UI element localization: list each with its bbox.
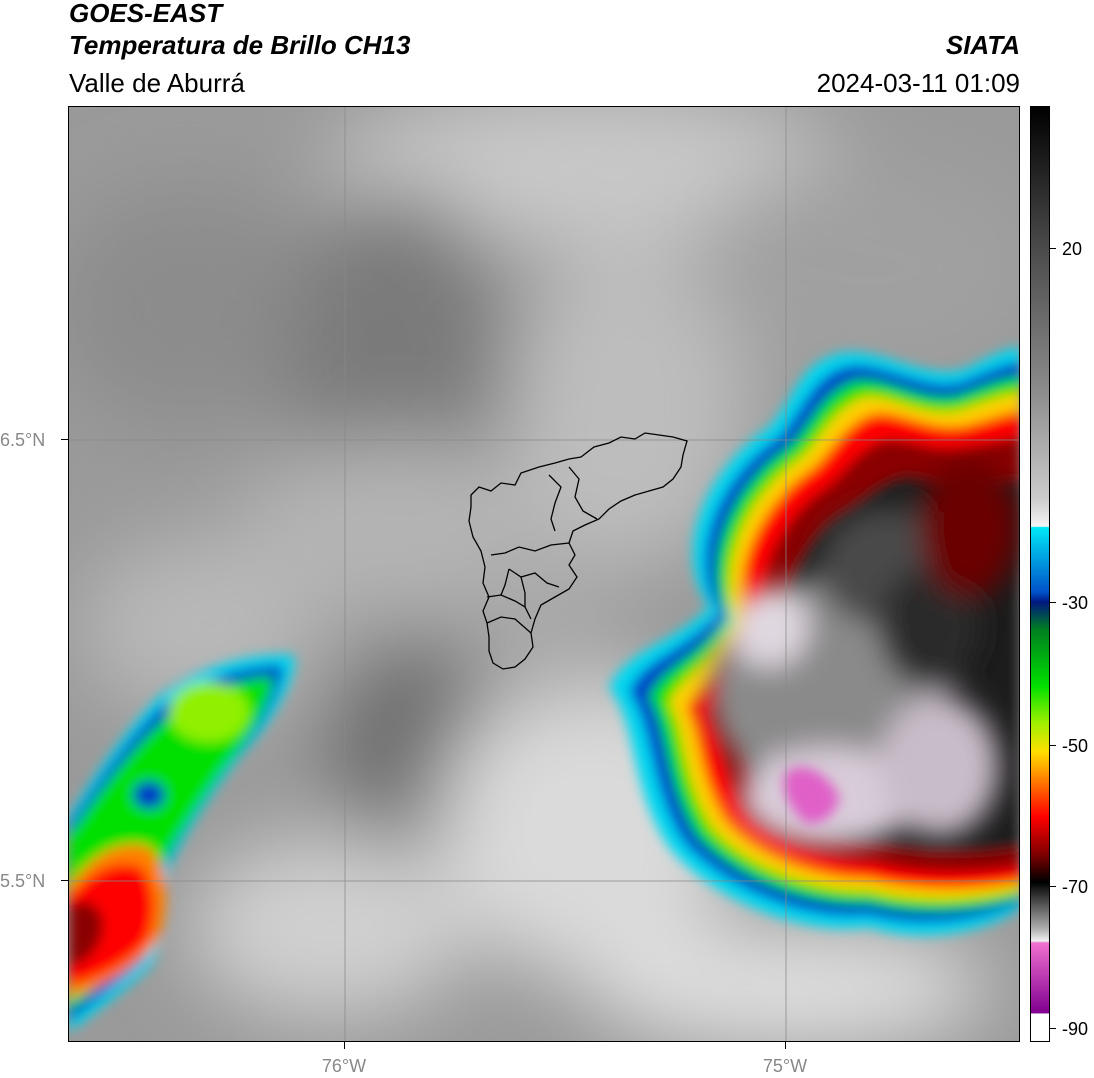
colorbar-tick <box>1050 886 1056 887</box>
lon-label-76w: 76°W <box>321 1056 367 1076</box>
colorbar-label-20: 20 <box>1062 239 1083 259</box>
timestamp-label: 2024-03-11 01:09 <box>816 68 1020 98</box>
lat-label-6-5n: 6.5°N <box>0 430 46 450</box>
colorbar-tick <box>1050 602 1056 603</box>
lat-tick <box>61 880 68 881</box>
colorbar-tick <box>1050 745 1056 746</box>
subtitle-region: Valle de Aburrá <box>69 68 245 98</box>
lon-tick <box>344 1042 345 1049</box>
colorbar-label-minus30: -30 <box>1062 593 1089 613</box>
lon-tick <box>785 1042 786 1049</box>
municipal-boundaries <box>468 432 688 670</box>
title-product: Temperatura de Brillo CH13 <box>69 30 411 60</box>
agency-label: SIATA <box>945 30 1020 60</box>
lat-tick <box>61 439 68 440</box>
lon-label-75w: 75°W <box>762 1056 808 1076</box>
colorbar-label-minus90: -90 <box>1062 1019 1089 1039</box>
lat-label-5-5n: 5.5°N <box>0 871 46 891</box>
map-panel[interactable] <box>68 106 1020 1042</box>
title-satellite: GOES-EAST <box>69 0 223 28</box>
colorbar-label-minus50: -50 <box>1062 736 1089 756</box>
colorbar <box>1030 106 1050 1042</box>
colorbar-gradient <box>1031 107 1049 1041</box>
satellite-image <box>69 107 1019 1041</box>
colorbar-tick <box>1050 248 1056 249</box>
colorbar-label-minus70: -70 <box>1062 877 1089 897</box>
graticule <box>69 107 1019 1041</box>
colorbar-tick <box>1050 1028 1056 1029</box>
